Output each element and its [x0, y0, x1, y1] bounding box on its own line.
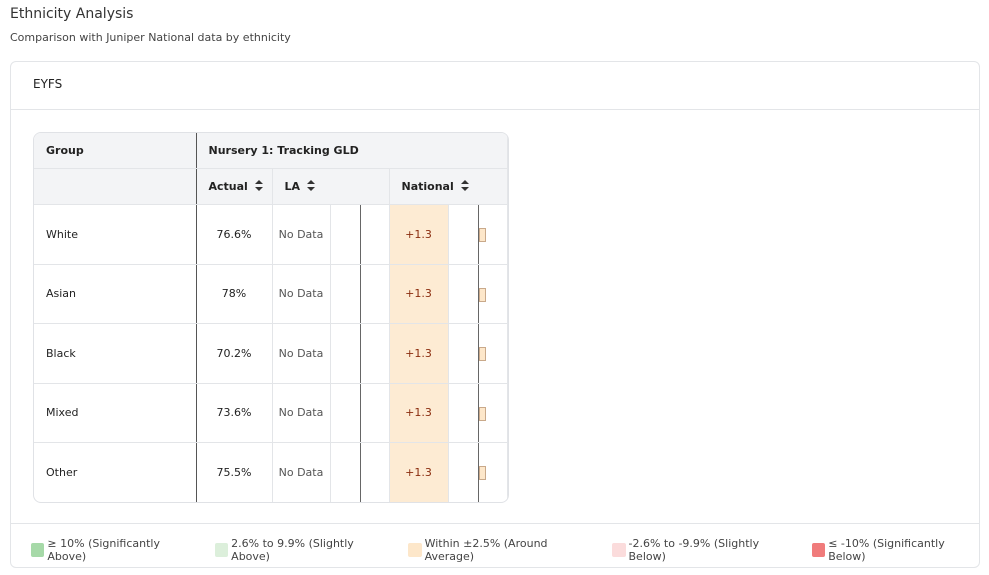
legend-label: -2.6% to -9.9% (Slightly Below) — [628, 537, 760, 563]
national-bar-cell — [448, 442, 508, 502]
center-line — [477, 205, 479, 264]
actual-cell: 76.6% — [196, 204, 273, 265]
center-line — [359, 324, 361, 383]
diff-bar — [478, 228, 486, 242]
table-row: Other 75.5% No Data +1.3 — [34, 442, 508, 502]
page-title: Ethnicity Analysis — [10, 6, 134, 22]
actual-cell: 70.2% — [196, 323, 273, 384]
la-cell: No Data — [272, 323, 331, 384]
divider — [11, 523, 979, 524]
sort-header[interactable]: LA — [272, 168, 390, 205]
card-title: EYFS — [33, 77, 63, 91]
table: Group Nursery 1: Tracking GLD Actual LA Nat… — [34, 133, 508, 502]
national-cell: +1.3 — [389, 204, 449, 265]
legend-label: ≤ -10% (Significantly Below) — [828, 537, 945, 563]
national-bar-cell — [448, 383, 508, 443]
group-cell: White — [34, 204, 197, 265]
center-line — [359, 205, 361, 264]
legend-item: ≤ -10% (Significantly Below) — [811, 537, 979, 563]
page-subtitle: Comparison with Juniper National data by… — [10, 31, 291, 44]
national-cell: +1.3 — [389, 442, 449, 502]
national-cell: +1.3 — [389, 264, 449, 324]
center-line — [477, 443, 479, 502]
la-bar-cell — [330, 442, 390, 502]
la-cell: No Data — [272, 383, 331, 443]
group-cell: Asian — [34, 264, 197, 324]
la-bar-cell — [330, 323, 390, 384]
table-row: Asian 78% No Data +1.3 — [34, 264, 508, 324]
column-label: National — [401, 180, 454, 193]
legend-item: -2.6% to -9.9% (Slightly Below) — [612, 537, 793, 563]
national-cell: +1.3 — [389, 383, 449, 443]
legend-item: ≥ 10% (Significantly Above) — [31, 537, 196, 563]
la-cell: No Data — [272, 204, 331, 265]
actual-cell: 73.6% — [196, 383, 273, 443]
legend-swatch — [612, 543, 626, 557]
legend-label: Within ±2.5% (Around Average) — [424, 537, 548, 563]
table-row: White 76.6% No Data +1.3 — [34, 204, 508, 265]
la-bar-cell — [330, 264, 390, 324]
table-row: Mixed 73.6% No Data +1.3 — [34, 383, 508, 443]
actual-cell: 78% — [196, 264, 273, 324]
header-cell: Nursery 1: Tracking GLD — [196, 133, 508, 169]
la-cell: No Data — [272, 264, 331, 324]
la-bar-cell — [330, 204, 390, 265]
column-label: LA — [284, 180, 301, 193]
divider — [11, 109, 979, 110]
diff-bar — [478, 347, 486, 361]
legend-label: ≥ 10% (Significantly Above) — [47, 537, 160, 563]
diff-bar — [478, 287, 486, 302]
header-cell — [34, 168, 197, 205]
la-bar-cell — [330, 383, 390, 443]
group-cell: Mixed — [34, 383, 197, 443]
sort-header[interactable]: National — [389, 168, 508, 205]
legend-item: 2.6% to 9.9% (Slightly Above) — [214, 537, 389, 563]
national-bar-cell — [448, 204, 508, 265]
national-cell: +1.3 — [389, 323, 449, 384]
center-line — [477, 324, 479, 383]
center-line — [359, 264, 361, 323]
column-label: Actual — [208, 180, 248, 193]
group-cell: Other — [34, 442, 197, 502]
legend-swatch — [408, 543, 422, 557]
la-cell: No Data — [272, 442, 331, 502]
legend-label: 2.6% to 9.9% (Slightly Above) — [231, 537, 354, 563]
legend-swatch — [31, 543, 45, 557]
center-line — [359, 443, 361, 502]
legend-item: Within ±2.5% (Around Average) — [408, 537, 593, 563]
card: EYFS Group Nursery 1: Tracking GLD Actual… — [10, 61, 980, 568]
center-line — [477, 383, 479, 442]
table-row: Black 70.2% No Data +1.3 — [34, 323, 508, 384]
diff-bar — [478, 466, 486, 480]
center-line — [477, 264, 479, 323]
header-cell: Group — [34, 133, 197, 169]
national-bar-cell — [448, 323, 508, 384]
group-cell: Black — [34, 323, 197, 384]
center-line — [359, 383, 361, 442]
legend: ≥ 10% (Significantly Above) 2.6% to 9.9% … — [31, 537, 979, 563]
national-bar-cell — [448, 264, 508, 324]
sort-header[interactable]: Actual — [196, 168, 273, 205]
table-wrap: Group Nursery 1: Tracking GLD Actual LA Nat… — [33, 132, 509, 503]
legend-swatch — [214, 543, 229, 557]
legend-swatch — [811, 543, 826, 557]
diff-bar — [478, 406, 486, 421]
actual-cell: 75.5% — [196, 442, 273, 502]
